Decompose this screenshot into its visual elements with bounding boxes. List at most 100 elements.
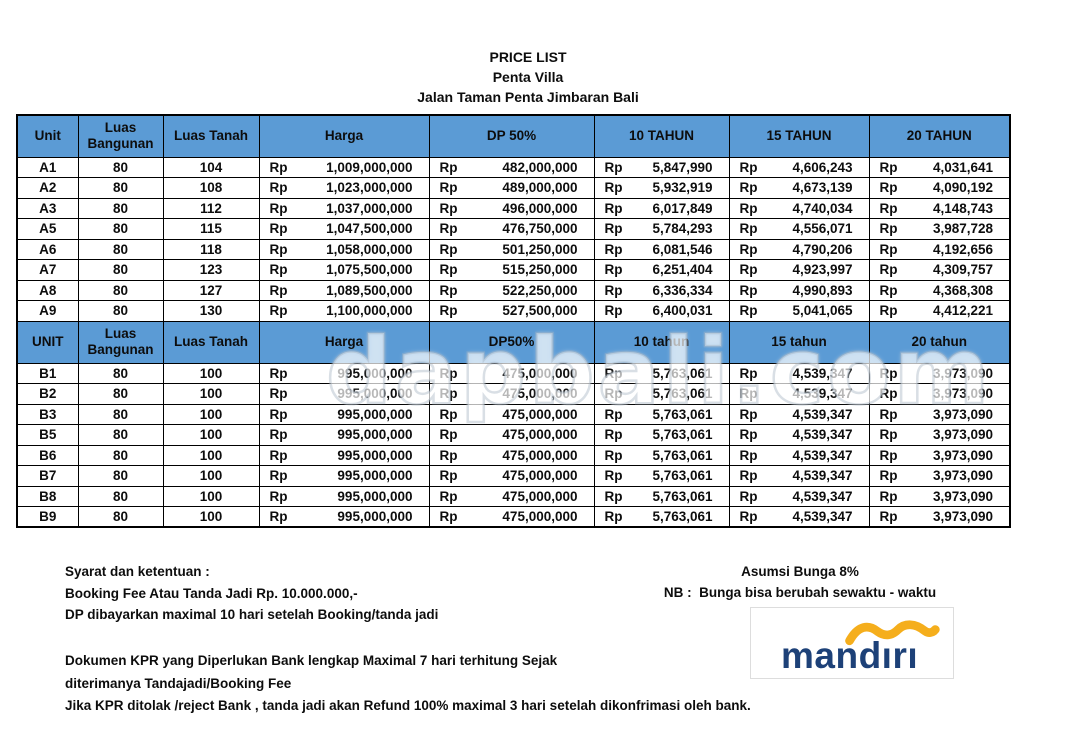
terms-dp: DP dibayarkan maximal 10 hari setelah Bo… [65, 607, 439, 622]
cell-luas-bangunan: 80 [77, 444, 164, 466]
cell-10-tahun: Rp 5,784,293 [593, 218, 730, 240]
money-value: 475,000,000 [502, 447, 578, 463]
money-value: 995,000,000 [337, 468, 413, 484]
currency-label: Rp [879, 488, 898, 504]
cell-15-tahun: Rp 4,790,206 [728, 238, 870, 260]
cell-20-tahun: Rp 4,148,743 [868, 197, 1011, 219]
money-value: 6,251,404 [652, 262, 713, 278]
cell-15-tahun: Rp 4,539,347 [728, 403, 870, 425]
money-value: 4,539,347 [792, 406, 853, 422]
currency-label: Rp [439, 303, 458, 319]
kpr-note-3: Jika KPR ditolak /reject Bank , tanda ja… [65, 698, 751, 713]
cell-luas-bangunan: 80 [77, 300, 164, 322]
cell-10-tahun: Rp 6,336,334 [593, 279, 730, 301]
cell-15-tahun: Rp 4,740,034 [728, 197, 870, 219]
cell-luas-bangunan: 80 [77, 465, 164, 487]
cell-10-tahun: Rp 5,763,061 [593, 465, 730, 487]
money-value: 515,250,000 [502, 262, 578, 278]
cell-10-tahun: Rp 6,400,031 [593, 300, 730, 322]
cell-luas-tanah: 100 [162, 383, 260, 405]
currency-label: Rp [739, 159, 758, 175]
interest-assumption: Asumsi Bunga 8% [741, 564, 859, 579]
cell-10-tahun: Rp 5,932,919 [593, 177, 730, 199]
cell-dp: Rp 475,000,000 [428, 485, 595, 507]
currency-label: Rp [604, 282, 623, 298]
currency-label: Rp [604, 303, 623, 319]
cell-unit: A7 [16, 259, 79, 281]
cell-15-tahun: Rp 5,041,065 [728, 300, 870, 322]
currency-label: Rp [439, 406, 458, 422]
mandiri-logo: mandırı [750, 607, 954, 679]
cell-dp: Rp 501,250,000 [428, 238, 595, 260]
price-sheet: Unit Luas Bangunan Luas Tanah Harga DP 5… [16, 114, 1011, 528]
table-section-b: B1 80 100 Rp 995,000,000 Rp 475,000,000 Rp 5,763… [16, 362, 1011, 528]
currency-label: Rp [269, 221, 288, 237]
currency-label: Rp [269, 386, 288, 402]
money-value: 3,987,728 [932, 221, 993, 237]
currency-label: Rp [439, 468, 458, 484]
cell-20-tahun: Rp 3,973,090 [868, 506, 1011, 528]
currency-label: Rp [604, 262, 623, 278]
cell-20-tahun: Rp 3,973,090 [868, 465, 1011, 487]
currency-label: Rp [439, 386, 458, 402]
currency-label: Rp [879, 386, 898, 402]
cell-20-tahun: Rp 3,987,728 [868, 218, 1011, 240]
currency-label: Rp [439, 427, 458, 443]
cell-luas-bangunan: 80 [77, 424, 164, 446]
currency-label: Rp [269, 468, 288, 484]
cell-20-tahun: Rp 4,368,308 [868, 279, 1011, 301]
money-value: 5,784,293 [652, 221, 713, 237]
cell-unit: B5 [16, 424, 79, 446]
cell-dp: Rp 522,250,000 [428, 279, 595, 301]
cell-10-tahun: Rp 5,763,061 [593, 506, 730, 528]
col-header-unit: Unit [16, 114, 79, 158]
terms-booking-fee: Booking Fee Atau Tanda Jadi Rp. 10.000.0… [65, 585, 358, 601]
title-line-2: Penta Villa [492, 69, 564, 85]
currency-label: Rp [739, 282, 758, 298]
col-header-15-tahun: 15 tahun [728, 320, 870, 364]
col-header-luas-tanah: Luas Tanah [162, 320, 260, 364]
money-value: 1,058,000,000 [326, 241, 413, 257]
cell-20-tahun: Rp 3,973,090 [868, 362, 1011, 384]
currency-label: Rp [604, 241, 623, 257]
currency-label: Rp [879, 365, 898, 381]
currency-label: Rp [439, 200, 458, 216]
currency-label: Rp [269, 159, 288, 175]
currency-label: Rp [604, 386, 623, 402]
money-value: 3,973,090 [932, 365, 993, 381]
table-section-a: A1 80 104 Rp 1,009,000,000 Rp 482,000,000 Rp 5,8… [16, 156, 1011, 322]
money-value: 995,000,000 [337, 509, 413, 524]
currency-label: Rp [879, 303, 898, 319]
cell-luas-bangunan: 80 [77, 259, 164, 281]
cell-10-tahun: Rp 6,081,546 [593, 238, 730, 260]
cell-15-tahun: Rp 4,673,139 [728, 177, 870, 199]
cell-luas-bangunan: 80 [77, 238, 164, 260]
cell-luas-bangunan: 80 [77, 177, 164, 199]
cell-20-tahun: Rp 3,973,090 [868, 403, 1011, 425]
currency-label: Rp [269, 200, 288, 216]
cell-luas-bangunan: 80 [77, 383, 164, 405]
currency-label: Rp [739, 262, 758, 278]
money-value: 5,763,061 [652, 427, 713, 443]
cell-harga: Rp 1,037,000,000 [258, 197, 430, 219]
cell-luas-tanah: 100 [162, 485, 260, 507]
cell-dp: Rp 476,750,000 [428, 218, 595, 240]
title-line-1: PRICE LIST [489, 49, 567, 65]
cell-luas-tanah: 100 [162, 506, 260, 528]
title-line-3: Jalan Taman Penta Jimbaran Bali [417, 89, 639, 105]
cell-dp: Rp 475,000,000 [428, 465, 595, 487]
money-value: 995,000,000 [337, 447, 413, 463]
cell-luas-bangunan: 80 [77, 156, 164, 178]
col-header-dp: DP50% [428, 320, 595, 364]
interest-nb: NB : Bunga bisa berubah sewaktu - waktu [663, 585, 937, 600]
currency-label: Rp [879, 509, 898, 524]
money-value: 4,192,656 [932, 241, 993, 257]
money-value: 4,539,347 [792, 427, 853, 443]
cell-dp: Rp 475,000,000 [428, 403, 595, 425]
cell-luas-bangunan: 80 [77, 218, 164, 240]
currency-label: Rp [739, 200, 758, 216]
money-value: 1,047,500,000 [326, 221, 413, 237]
money-value: 3,973,090 [932, 488, 993, 504]
money-value: 4,606,243 [792, 159, 853, 175]
money-value: 4,539,347 [792, 447, 853, 463]
